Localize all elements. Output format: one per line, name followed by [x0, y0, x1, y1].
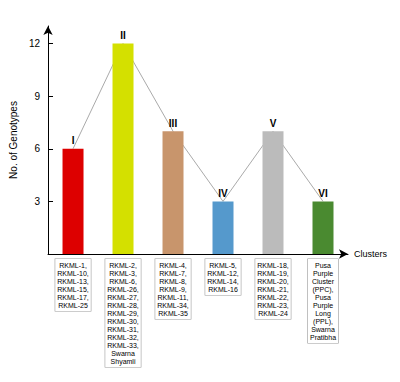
svg-text:RKML-15,: RKML-15, — [57, 286, 89, 293]
svg-text:Cluster: Cluster — [312, 278, 335, 285]
svg-text:RKML-35: RKML-35 — [158, 310, 188, 317]
svg-text:Swarna: Swarna — [111, 350, 135, 357]
svg-text:Long: Long — [315, 310, 331, 318]
svg-text:9: 9 — [34, 91, 40, 102]
svg-text:Pusa: Pusa — [315, 294, 331, 301]
svg-text:RKML-13,: RKML-13, — [57, 278, 89, 285]
svg-text:No. of Genotypes: No. of Genotypes — [8, 101, 19, 179]
svg-text:Purple: Purple — [313, 302, 333, 310]
svg-text:RKML-17,: RKML-17, — [57, 294, 89, 301]
svg-text:Pratibha: Pratibha — [310, 334, 336, 341]
svg-text:RKML-22,: RKML-22, — [257, 294, 289, 301]
svg-text:6: 6 — [34, 143, 40, 154]
svg-text:(PPL),: (PPL), — [313, 318, 333, 326]
svg-text:RKML-25: RKML-25 — [58, 302, 88, 309]
svg-text:RKML-30,: RKML-30, — [107, 318, 139, 325]
svg-text:RKML-2,: RKML-2, — [109, 262, 137, 269]
svg-text:RKML-5,: RKML-5, — [209, 262, 237, 269]
svg-text:I: I — [72, 135, 75, 146]
svg-text:RKML-16: RKML-16 — [208, 286, 238, 293]
svg-text:RKML-33,: RKML-33, — [107, 342, 139, 349]
svg-text:RKML-32,: RKML-32, — [107, 334, 139, 341]
svg-text:VI: VI — [318, 188, 328, 199]
svg-text:RKML-6,: RKML-6, — [109, 278, 137, 285]
svg-text:RKML-19,: RKML-19, — [257, 270, 289, 277]
svg-text:RKML-10,: RKML-10, — [57, 270, 89, 277]
svg-text:RKML-28,: RKML-28, — [107, 302, 139, 309]
svg-text:Swarna: Swarna — [311, 326, 335, 333]
svg-text:Pusa: Pusa — [315, 262, 331, 269]
svg-text:12: 12 — [29, 38, 41, 49]
svg-text:Shyamli: Shyamli — [111, 358, 136, 366]
svg-text:RKML-7,: RKML-7, — [159, 270, 187, 277]
svg-text:RKML-31,: RKML-31, — [107, 326, 139, 333]
svg-text:RKML-1,: RKML-1, — [59, 262, 87, 269]
svg-text:RKML-20,: RKML-20, — [257, 278, 289, 285]
svg-text:V: V — [270, 118, 277, 129]
svg-text:RKML-11,: RKML-11, — [158, 294, 189, 301]
svg-text:III: III — [169, 118, 178, 129]
svg-text:RKML-12,: RKML-12, — [207, 270, 239, 277]
svg-text:Clusters: Clusters — [354, 249, 388, 259]
svg-text:IV: IV — [218, 188, 228, 199]
svg-text:RKML-3,: RKML-3, — [109, 270, 137, 277]
svg-text:RKML-24: RKML-24 — [258, 310, 288, 317]
svg-text:RKML-29,: RKML-29, — [107, 310, 139, 317]
svg-text:RKML-9,: RKML-9, — [159, 286, 187, 293]
svg-text:RKML-26,: RKML-26, — [107, 286, 139, 293]
svg-text:RKML-8,: RKML-8, — [159, 278, 187, 285]
svg-text:RKML-21,: RKML-21, — [257, 286, 289, 293]
svg-text:II: II — [120, 30, 126, 41]
svg-text:RKML-23,: RKML-23, — [257, 302, 289, 309]
svg-text:Purple: Purple — [313, 270, 333, 278]
svg-text:RKML-18,: RKML-18, — [257, 262, 289, 269]
svg-text:(PPC),: (PPC), — [313, 286, 334, 294]
svg-text:RKML-34,: RKML-34, — [157, 302, 189, 309]
svg-text:3: 3 — [34, 196, 40, 207]
svg-text:RKML-4,: RKML-4, — [159, 262, 187, 269]
svg-text:RKML-27,: RKML-27, — [107, 294, 139, 301]
svg-text:RKML-14,: RKML-14, — [207, 278, 239, 285]
